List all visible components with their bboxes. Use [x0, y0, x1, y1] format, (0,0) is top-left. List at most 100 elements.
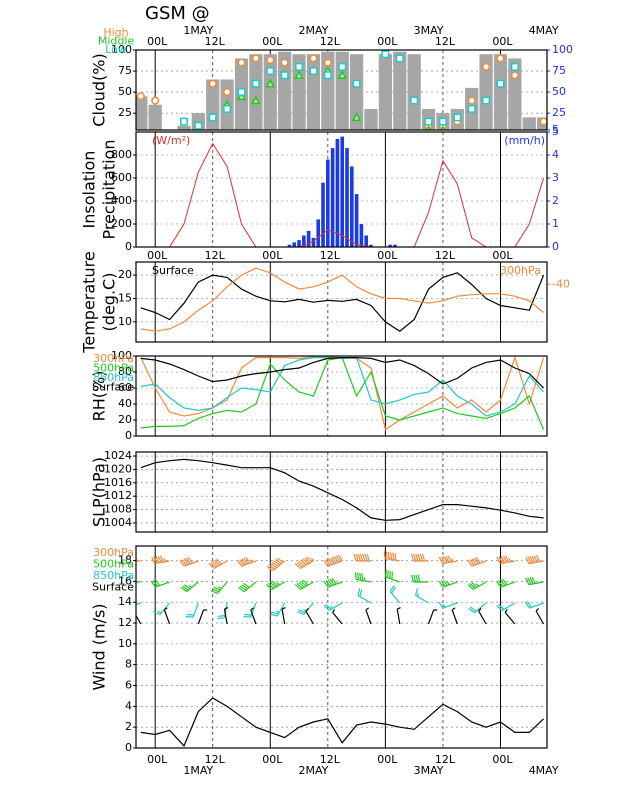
wind-barb	[354, 572, 372, 583]
y-tick-label: 2	[125, 720, 132, 733]
legend-label: Surface	[92, 581, 134, 594]
precip-bar	[287, 244, 292, 247]
legend-label: 300hPa	[93, 546, 134, 559]
y2-tick-label: 1	[552, 217, 559, 230]
y2-tick-label: 75	[552, 64, 566, 77]
y2-tick-label: -40	[552, 277, 570, 290]
y-tick-label: 15	[118, 291, 132, 304]
low-cloud-marker	[424, 117, 433, 126]
y-axis-label: Wind (m/s)	[90, 603, 109, 690]
cloud-bar	[393, 51, 407, 130]
precip-bar	[292, 242, 297, 247]
y-tick-label: 12	[118, 616, 132, 629]
high-cloud-marker	[151, 96, 160, 105]
wind-barb	[427, 609, 438, 625]
x-tick-label: 00L	[147, 35, 168, 48]
wind-barb	[208, 558, 228, 570]
y-tick-label: 14	[118, 595, 132, 608]
legend-label: Surface	[92, 381, 134, 394]
precip-bar	[321, 182, 325, 247]
low-cloud-marker	[266, 67, 275, 76]
low-cloud-marker	[510, 62, 519, 71]
high-cloud-marker	[510, 71, 519, 80]
y-tick-label: 20	[118, 268, 132, 281]
wind-barb	[451, 607, 458, 625]
wind-barb	[150, 579, 170, 588]
low-cloud-marker	[410, 96, 419, 105]
legend-label: High	[103, 26, 128, 39]
x-tick-label: 00L	[492, 753, 513, 766]
x-tick-label: 00L	[377, 753, 398, 766]
y-tick-label: 80	[118, 365, 132, 378]
low-cloud-marker	[482, 96, 491, 105]
y-tick-label: 75	[118, 64, 132, 77]
wind-barb	[136, 608, 142, 625]
middle-cloud-marker	[236, 91, 247, 101]
date-label: 1MAY	[183, 764, 213, 777]
legend-label: 850hPa	[93, 371, 134, 384]
precip-bar	[359, 224, 364, 247]
high-cloud-marker	[136, 92, 145, 101]
low-cloud-marker	[323, 71, 332, 80]
low-cloud-marker	[295, 62, 304, 71]
y-axis-label: Temperature	[80, 251, 99, 353]
wind-barb	[496, 578, 516, 588]
x-tick-label: 12L	[205, 249, 226, 262]
low-cloud-marker	[453, 113, 462, 122]
high-cloud-marker	[539, 117, 547, 126]
plot-area	[136, 50, 547, 130]
high-cloud-marker	[482, 62, 491, 71]
x-tick-label: 00L	[147, 753, 168, 766]
cloud-bar	[493, 54, 508, 130]
cloud-bar	[249, 54, 263, 130]
series-line	[140, 356, 545, 417]
unit2-label: (mm/h)	[504, 134, 545, 147]
legend-label: 500hPa	[93, 362, 134, 375]
cloud-bar	[335, 51, 349, 130]
precip-bar	[335, 138, 340, 247]
y-tick-label: 1004	[104, 516, 132, 529]
wind-barb	[467, 556, 487, 567]
low-cloud-marker	[309, 67, 318, 76]
wind-barb	[323, 577, 343, 588]
date-label: 3MAY	[414, 764, 444, 777]
y-tick-label: 18	[118, 554, 132, 567]
precip-bar	[393, 244, 397, 247]
cloud-bar	[136, 96, 148, 130]
x-tick-label: 00L	[262, 35, 283, 48]
precip-bar	[297, 240, 301, 247]
cloud-bar	[148, 104, 162, 130]
wind-barb	[410, 553, 429, 562]
wind-barb	[478, 607, 487, 625]
wind-barb	[266, 557, 286, 572]
y-axis-label: RH(%)	[90, 371, 109, 422]
y2-tick-label: 100	[552, 43, 573, 56]
insolation-line	[140, 142, 545, 247]
panel-frame	[135, 355, 548, 437]
plot-area	[136, 356, 547, 436]
high-cloud-marker	[223, 88, 232, 97]
x-tick-label: 00L	[147, 249, 168, 262]
high-cloud-marker	[237, 58, 246, 67]
date-label: 4MAY	[529, 24, 559, 37]
low-cloud-marker	[338, 62, 347, 71]
legend-label: 850hPa	[93, 569, 134, 582]
series-line	[140, 272, 545, 332]
high-cloud-marker	[467, 96, 476, 105]
y-tick-label: 6	[125, 679, 132, 692]
precip-bar	[369, 244, 373, 247]
x-tick-label: 12L	[435, 35, 456, 48]
wind-barb	[496, 602, 516, 612]
wind-barb	[217, 602, 228, 620]
wind-barb	[136, 602, 142, 606]
wind-barb	[153, 602, 171, 616]
high-cloud-marker	[309, 54, 318, 63]
cloud-bar	[479, 54, 493, 130]
y-tick-label: 25	[118, 106, 132, 119]
x-tick-label: 12L	[205, 35, 226, 48]
y-tick-label: 200	[111, 217, 132, 230]
high-cloud-marker	[323, 58, 332, 67]
cloud-bar	[407, 54, 421, 130]
y-tick-label: 20	[118, 413, 132, 426]
panel-frame	[135, 261, 548, 343]
